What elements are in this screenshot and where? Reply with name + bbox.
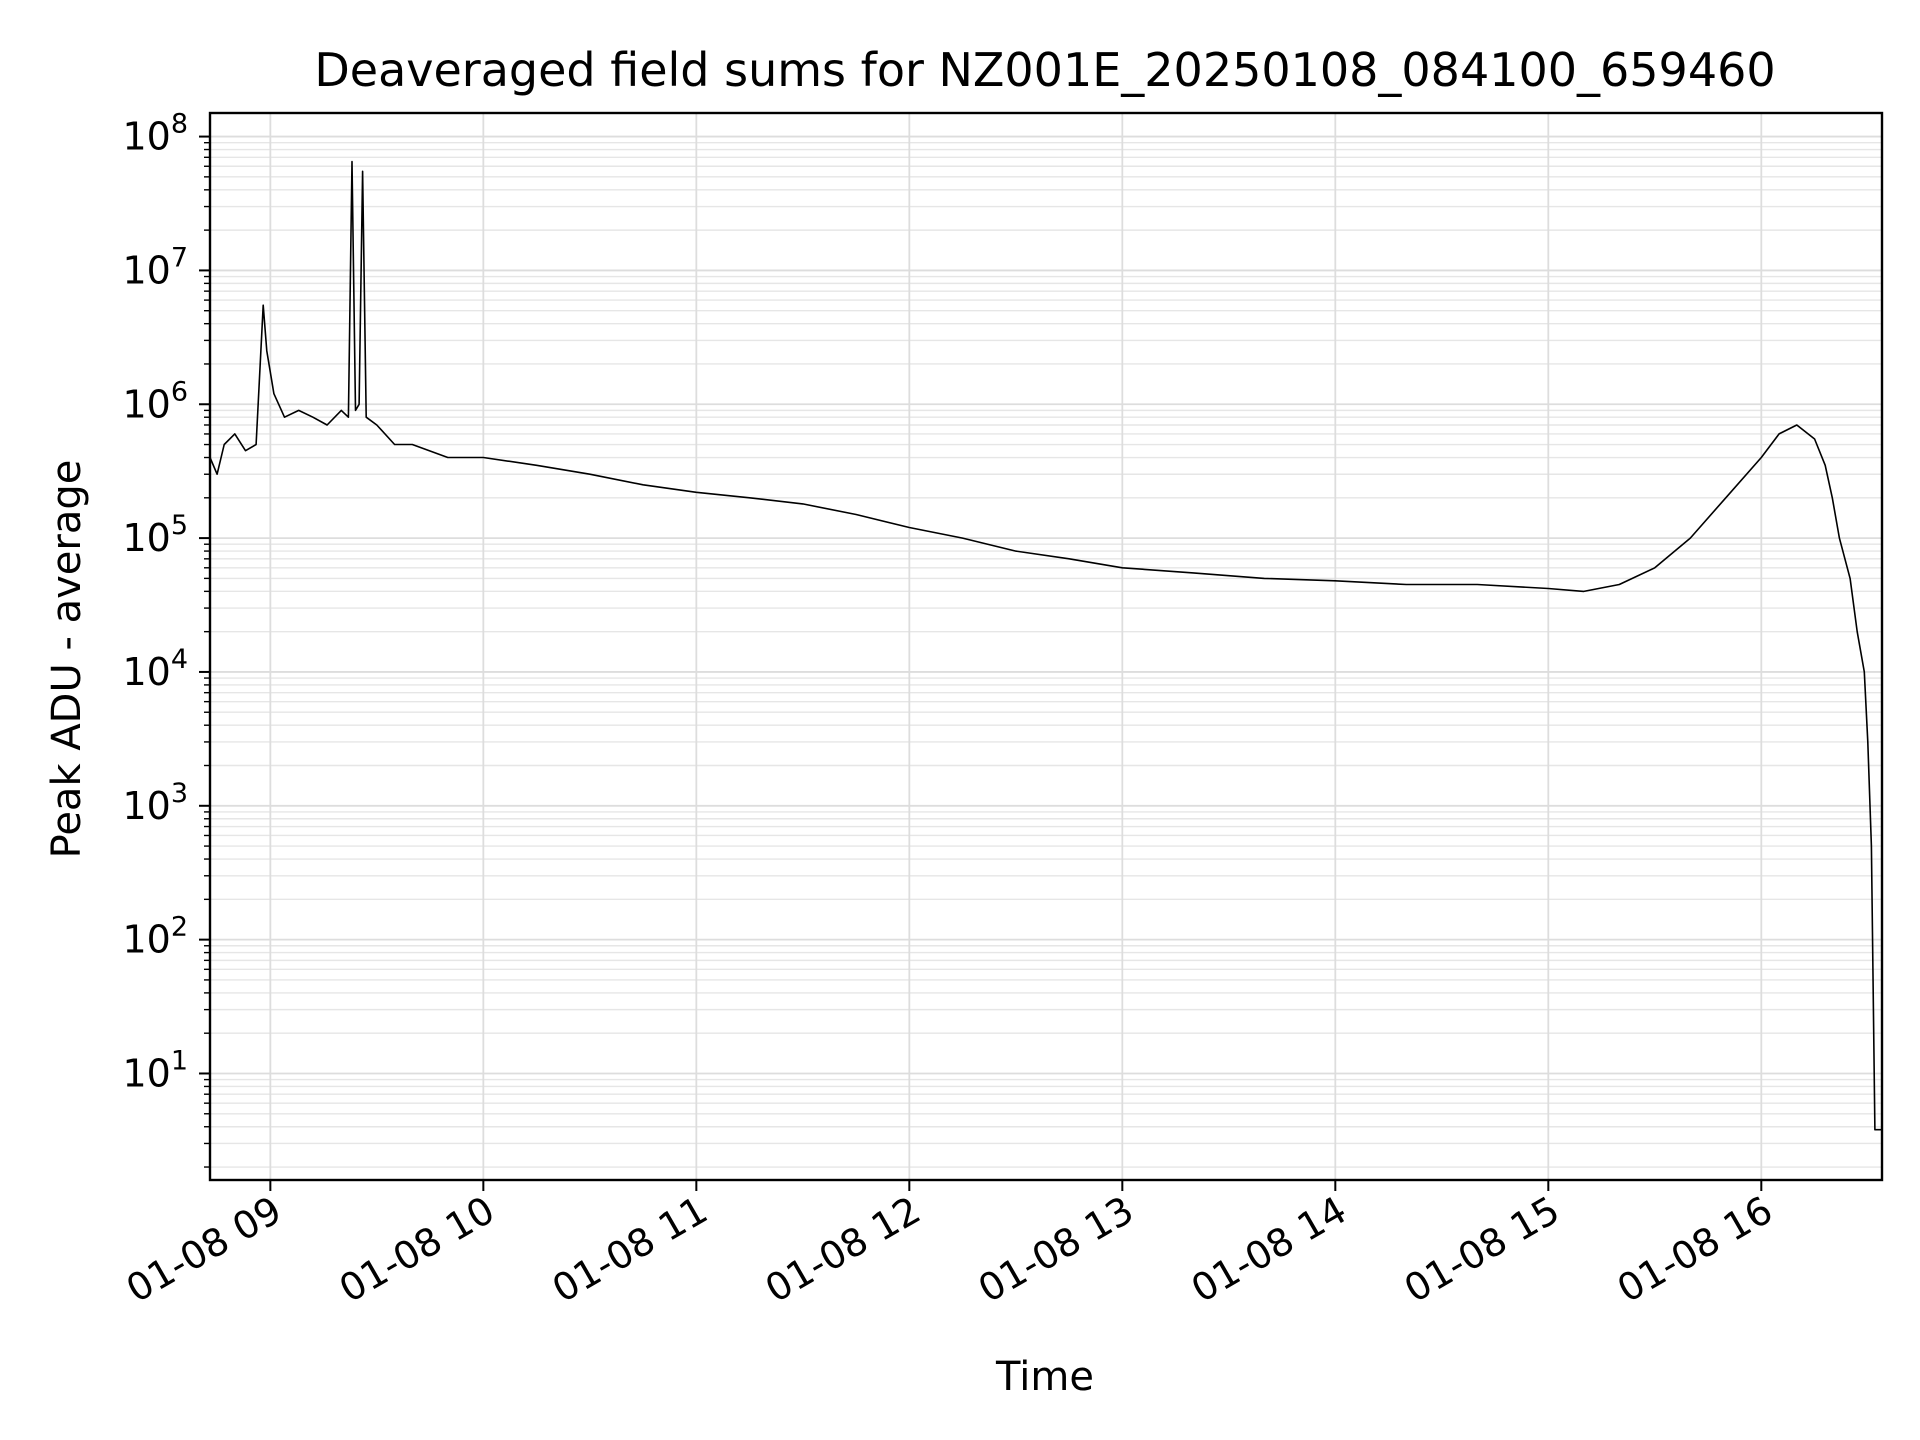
y-tick-label: 103 bbox=[122, 778, 188, 828]
y-tick-label: 106 bbox=[122, 376, 188, 426]
grid bbox=[210, 113, 1882, 1180]
series-line bbox=[209, 160, 1882, 1131]
data-layer bbox=[209, 160, 1882, 1131]
y-tick-label: 104 bbox=[122, 644, 188, 694]
y-tick-label: 108 bbox=[122, 109, 188, 159]
plot-frame bbox=[208, 111, 1884, 1182]
y-tick-label: 102 bbox=[122, 912, 188, 962]
y-tick-label: 105 bbox=[122, 510, 188, 560]
y-tick-label: 101 bbox=[122, 1045, 188, 1095]
y-tick-label: 107 bbox=[122, 242, 188, 292]
y-axis-label: Peak ADU - average bbox=[44, 460, 90, 859]
chart-title: Deaveraged field sums for NZ001E_2025010… bbox=[314, 43, 1775, 97]
x-axis-label: Time bbox=[995, 1354, 1094, 1400]
